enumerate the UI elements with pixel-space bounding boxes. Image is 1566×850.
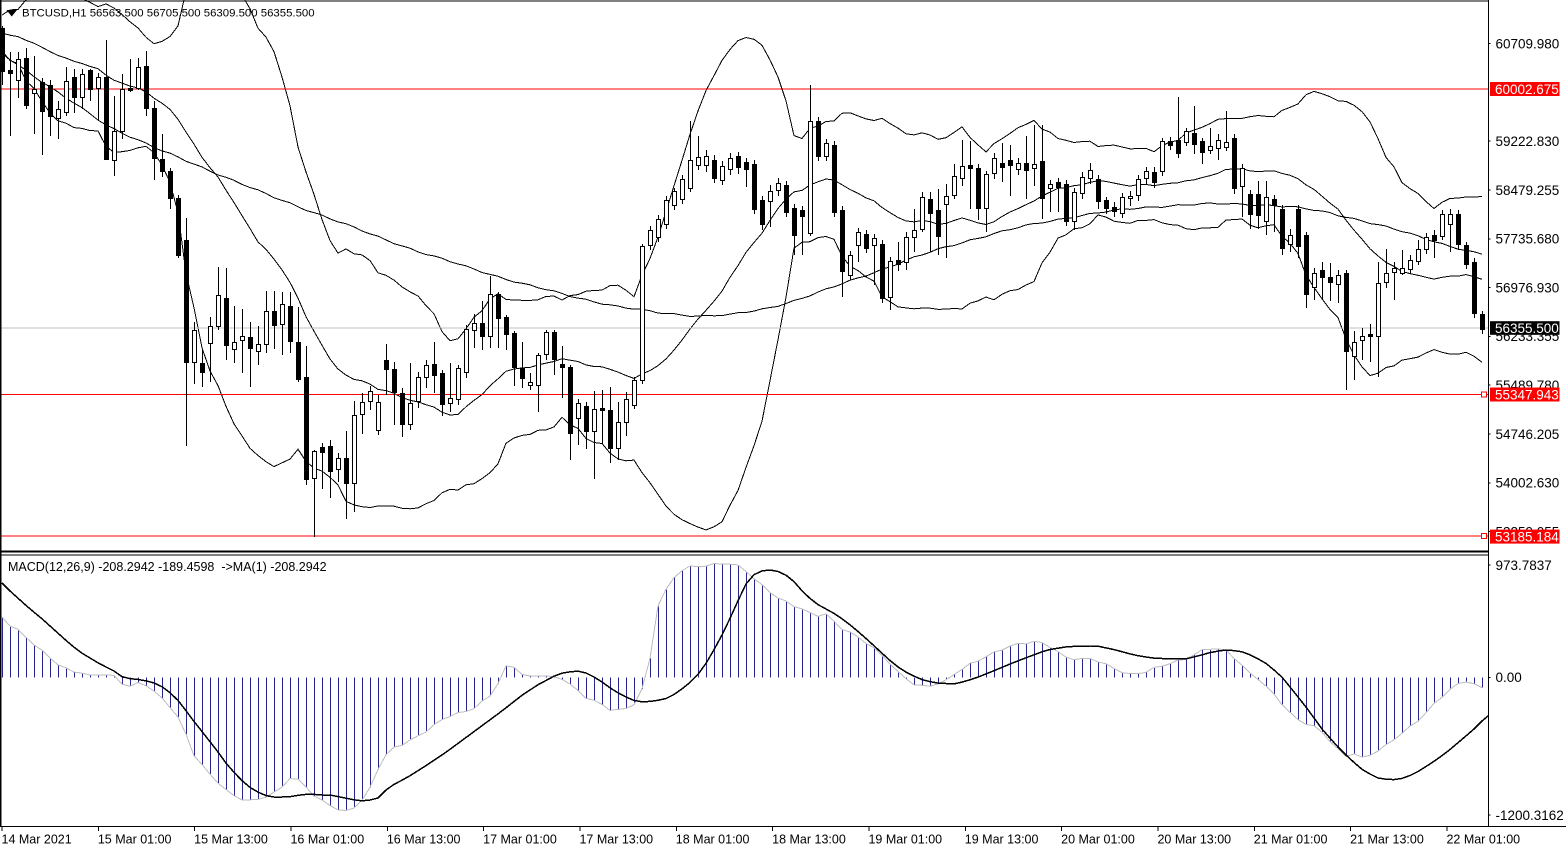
svg-text:16 Mar 13:00: 16 Mar 13:00 [387, 833, 461, 847]
svg-text:54746.205: 54746.205 [1496, 427, 1560, 442]
svg-text:54002.630: 54002.630 [1496, 476, 1560, 491]
svg-text:MACD(12,26,9) -208.2942 -189.4: MACD(12,26,9) -208.2942 -189.4598 ->MA(1… [8, 560, 327, 574]
svg-text:19 Mar 13:00: 19 Mar 13:00 [965, 833, 1039, 847]
svg-text:-1200.3162: -1200.3162 [1496, 808, 1564, 823]
svg-text:22 Mar 01:00: 22 Mar 01:00 [1446, 833, 1520, 847]
svg-text:0.00: 0.00 [1496, 670, 1522, 685]
svg-text:56355.500: 56355.500 [1495, 321, 1559, 336]
svg-text:17 Mar 01:00: 17 Mar 01:00 [483, 833, 557, 847]
svg-text:14 Mar 2021: 14 Mar 2021 [2, 833, 72, 847]
svg-text:55347.943: 55347.943 [1495, 387, 1559, 402]
svg-text:60709.980: 60709.980 [1496, 36, 1560, 51]
svg-text:20 Mar 01:00: 20 Mar 01:00 [1061, 833, 1135, 847]
svg-text:15 Mar 01:00: 15 Mar 01:00 [98, 833, 172, 847]
svg-text:59222.830: 59222.830 [1496, 134, 1560, 149]
svg-text:18 Mar 13:00: 18 Mar 13:00 [772, 833, 846, 847]
svg-text:973.7837: 973.7837 [1496, 558, 1552, 573]
svg-text:53185.184: 53185.184 [1495, 529, 1559, 544]
svg-text:19 Mar 01:00: 19 Mar 01:00 [868, 833, 942, 847]
svg-text:21 Mar 01:00: 21 Mar 01:00 [1254, 833, 1328, 847]
svg-text:56976.930: 56976.930 [1496, 280, 1560, 295]
svg-text:BTCUSD,H1 56563.500 56705.500: BTCUSD,H1 56563.500 56705.500 56309.500 … [22, 8, 315, 20]
svg-text:17 Mar 13:00: 17 Mar 13:00 [579, 833, 653, 847]
svg-text:20 Mar 13:00: 20 Mar 13:00 [1157, 833, 1231, 847]
svg-text:57735.680: 57735.680 [1496, 232, 1560, 247]
svg-text:16 Mar 01:00: 16 Mar 01:00 [290, 833, 364, 847]
svg-text:18 Mar 01:00: 18 Mar 01:00 [676, 833, 750, 847]
svg-text:60002.675: 60002.675 [1495, 82, 1559, 97]
svg-text:21 Mar 13:00: 21 Mar 13:00 [1350, 833, 1424, 847]
svg-text:58479.255: 58479.255 [1496, 183, 1560, 198]
svg-text:15 Mar 13:00: 15 Mar 13:00 [194, 833, 268, 847]
